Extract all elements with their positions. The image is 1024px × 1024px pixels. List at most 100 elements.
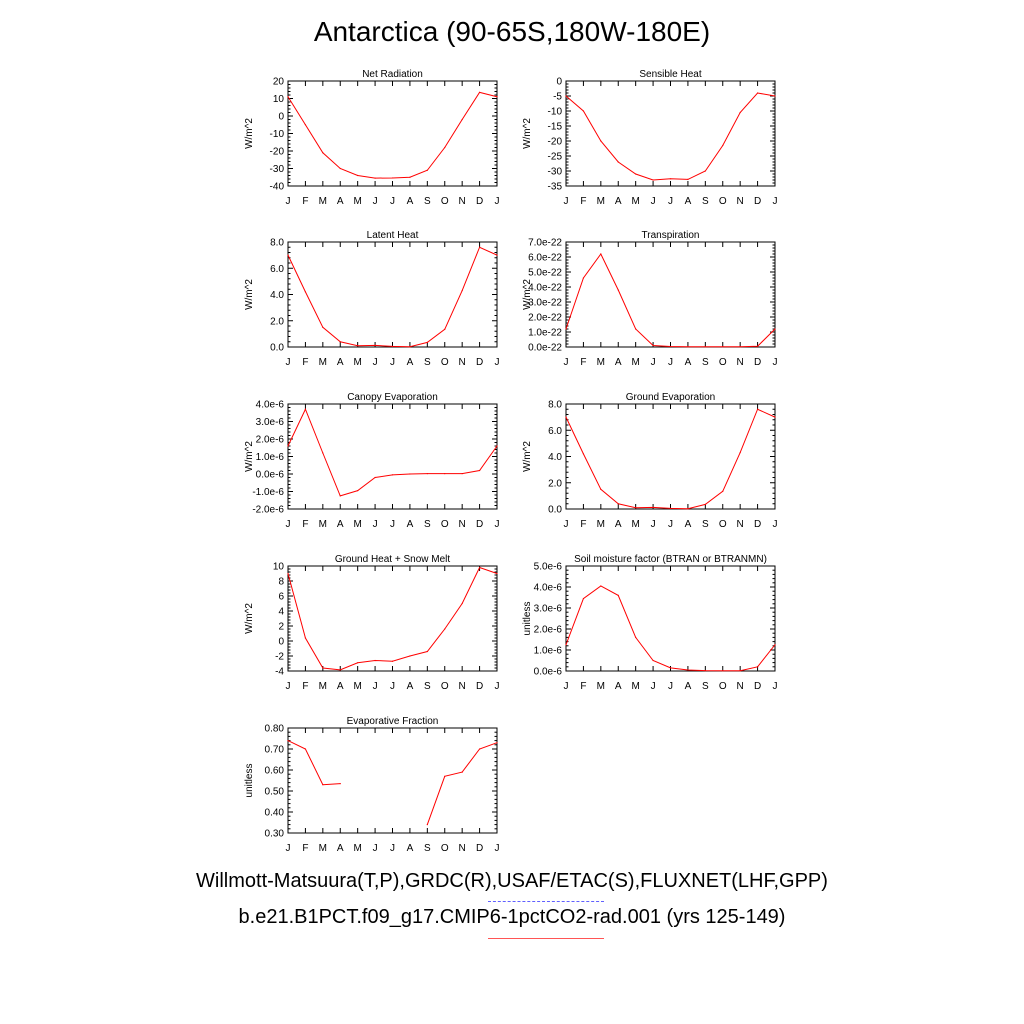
data-point xyxy=(652,506,654,509)
y-tick-label: 0.50 xyxy=(265,787,285,798)
data-point xyxy=(652,344,654,347)
y-tick-label: 3.0e-6 xyxy=(534,604,563,615)
panel-2: Sensible HeatW/m^20-5-10-15-20-25-30-35J… xyxy=(522,69,778,207)
x-tick-label: J xyxy=(564,681,569,692)
y-tick-label: 0.70 xyxy=(265,745,285,756)
data-point xyxy=(391,660,394,662)
y-axis-label: unitless xyxy=(244,764,255,798)
x-tick-label: J xyxy=(564,519,569,530)
data-point xyxy=(478,246,481,248)
data-point xyxy=(496,572,498,575)
data-point xyxy=(357,662,359,664)
data-point xyxy=(339,783,341,785)
data-point xyxy=(444,628,446,630)
data-point xyxy=(582,110,585,112)
y-tick-label: 0.0e-6 xyxy=(534,667,563,678)
x-tick-label: A xyxy=(407,681,414,692)
series-line xyxy=(565,408,776,510)
x-tick-label: J xyxy=(373,681,378,692)
data-point xyxy=(322,784,324,786)
x-tick-label: J xyxy=(773,357,778,368)
data-point xyxy=(687,178,689,180)
x-tick-label: A xyxy=(337,519,344,530)
data-point xyxy=(600,140,602,142)
data-point xyxy=(582,453,585,455)
panel-title: Evaporative Fraction xyxy=(347,716,439,727)
data-point xyxy=(391,345,394,347)
x-tick-label: N xyxy=(459,843,466,854)
panel-title: Net Radiation xyxy=(362,69,423,80)
y-tick-label: 0 xyxy=(278,112,284,123)
x-tick-label: A xyxy=(337,196,344,207)
data-point xyxy=(704,503,706,506)
panel-title: Ground Evaporation xyxy=(626,392,716,403)
data-point xyxy=(391,177,394,179)
data-point xyxy=(287,572,289,575)
x-tick-label: F xyxy=(580,519,586,530)
data-point xyxy=(565,328,567,330)
data-point xyxy=(722,346,724,348)
data-point xyxy=(496,96,498,98)
y-tick-label: -1.0e-6 xyxy=(252,487,284,498)
data-point xyxy=(444,146,446,149)
data-point xyxy=(600,585,602,587)
x-tick-label: F xyxy=(580,357,586,368)
x-tick-label: M xyxy=(319,681,327,692)
data-point xyxy=(617,161,619,163)
data-point xyxy=(461,289,463,292)
x-tick-label: J xyxy=(495,681,500,692)
data-point xyxy=(426,650,428,653)
data-point xyxy=(374,659,376,662)
x-tick-label: M xyxy=(631,519,639,530)
y-tick-label: -10 xyxy=(270,129,285,140)
data-point xyxy=(339,341,341,343)
y-tick-label: 3.0e-22 xyxy=(528,298,562,309)
x-tick-label: A xyxy=(407,196,414,207)
series-line xyxy=(287,91,498,179)
y-tick-label: -25 xyxy=(548,152,563,163)
panel-title: Canopy Evaporation xyxy=(347,392,438,403)
x-tick-label: A xyxy=(615,196,622,207)
x-tick-label: J xyxy=(651,519,656,530)
panel-title: Sensible Heat xyxy=(639,69,701,80)
y-axis-label: W/m^2 xyxy=(244,279,255,310)
series-line xyxy=(565,253,776,348)
data-point xyxy=(409,473,411,475)
x-tick-label: A xyxy=(685,357,692,368)
data-point xyxy=(409,176,411,178)
figure-title: Antarctica (90-65S,180W-180E) xyxy=(313,16,711,47)
panel-9: Evaporative Fraction unitless 0.80 0.70 0.60… xyxy=(244,716,500,854)
x-tick-label: D xyxy=(754,519,761,530)
data-point xyxy=(669,667,672,669)
data-point xyxy=(774,416,776,418)
y-tick-label: -15 xyxy=(548,122,563,133)
x-tick-label: M xyxy=(353,843,361,854)
y-tick-label: 8 xyxy=(278,577,284,588)
x-tick-label: J xyxy=(373,196,378,207)
y-tick-label: 0.30 xyxy=(265,829,285,840)
x-tick-label: M xyxy=(353,681,361,692)
series-line xyxy=(287,407,498,497)
y-tick-label: 1.0e-22 xyxy=(528,328,562,339)
data-point xyxy=(722,490,724,492)
y-tick-label: -5 xyxy=(553,92,562,103)
x-tick-label: D xyxy=(754,681,761,692)
data-point xyxy=(374,344,376,347)
data-point xyxy=(635,507,637,509)
plot-frame xyxy=(287,565,498,672)
x-tick-label: O xyxy=(719,681,727,692)
data-point xyxy=(426,341,428,344)
plot-frame xyxy=(565,403,776,510)
data-point xyxy=(287,254,289,256)
plot-frame xyxy=(287,241,498,348)
plot-frame xyxy=(287,403,498,510)
data-point xyxy=(322,326,324,328)
plot-frame xyxy=(565,241,776,348)
x-tick-label: J xyxy=(564,196,569,207)
y-tick-label: 0 xyxy=(556,77,562,88)
x-tick-label: A xyxy=(685,519,692,530)
data-point xyxy=(444,473,446,475)
y-tick-label: 6.0e-22 xyxy=(528,253,562,264)
